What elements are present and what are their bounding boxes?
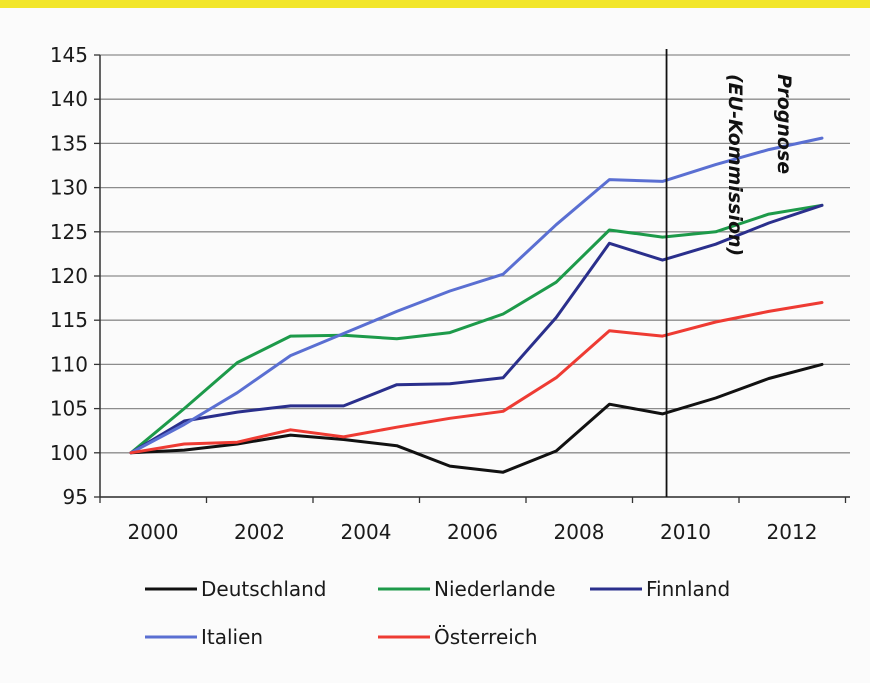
series-line-deutschland <box>129 362 824 474</box>
y-tick-label: 105 <box>50 397 88 421</box>
y-tick-label: 125 <box>50 220 88 244</box>
x-tick-label: 2002 <box>234 520 285 544</box>
x-tick-label: 2006 <box>447 520 498 544</box>
y-axis-ticks: 95 100 105 110 115 120 125 130 135 140 145 <box>50 43 100 509</box>
legend-label-deutschland: Deutschland <box>201 577 327 601</box>
x-tick-label: 2012 <box>767 520 818 544</box>
series-line-finnland <box>129 203 824 455</box>
legend-label-italien: Italien <box>201 625 263 649</box>
forecast-annotation: Prognose (EU-Kommission) <box>724 74 795 256</box>
y-tick-label: 110 <box>50 352 88 376</box>
forecast-annotation-line1: Prognose <box>773 74 795 174</box>
grid <box>100 54 850 498</box>
legend-label-finnland: Finnland <box>646 577 730 601</box>
legend: Deutschland Niederlande Finnland Italien Öst… <box>145 577 730 649</box>
y-tick-label: 100 <box>50 441 88 465</box>
y-tick-label: 140 <box>50 87 88 111</box>
legend-label-niederlande: Niederlande <box>434 577 556 601</box>
forecast-annotation-line2: (EU-Kommission) <box>724 74 746 256</box>
x-tick-label: 2000 <box>128 520 179 544</box>
y-tick-label: 145 <box>50 43 88 67</box>
y-tick-label: 95 <box>63 485 88 509</box>
y-tick-label: 120 <box>50 264 88 288</box>
legend-label-österreich: Österreich <box>434 625 538 649</box>
x-tick-label: 2004 <box>341 520 392 544</box>
y-tick-label: 135 <box>50 131 88 155</box>
series-line-niederlande <box>129 203 824 455</box>
series-line-italien <box>129 136 824 455</box>
y-tick-label: 115 <box>50 308 88 332</box>
x-axis-ticks: 2000 2002 2004 2006 2008 2010 2012 <box>99 497 847 544</box>
x-tick-label: 2008 <box>554 520 605 544</box>
y-tick-label: 130 <box>50 176 88 200</box>
series-lines <box>129 136 824 474</box>
series-line-österreich <box>129 301 824 455</box>
x-tick-label: 2010 <box>660 520 711 544</box>
